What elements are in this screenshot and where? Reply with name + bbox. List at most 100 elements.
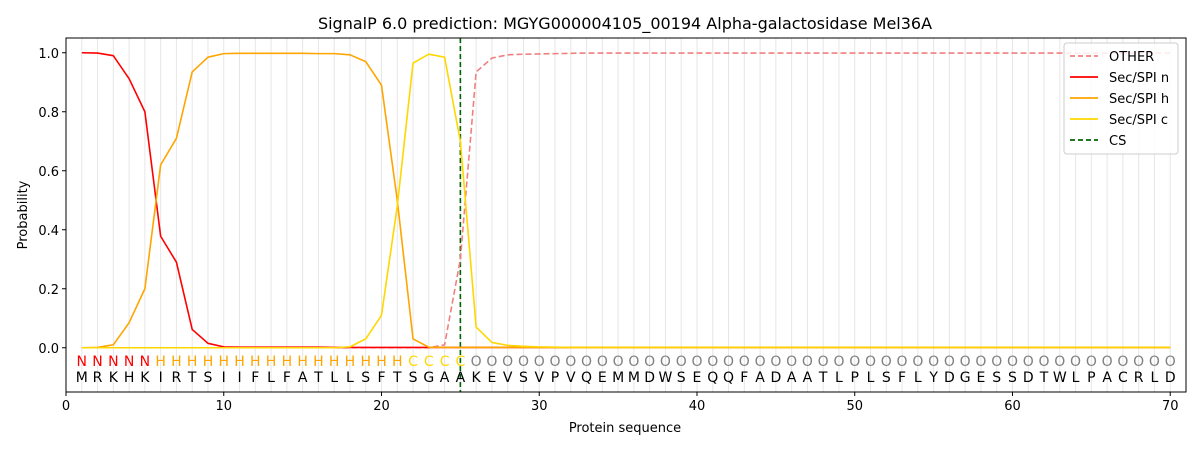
y-tick-label: 0.6	[38, 165, 59, 180]
residue-label: D	[1165, 370, 1176, 386]
region-label: O	[739, 354, 750, 370]
residue-label: R	[93, 370, 103, 386]
region-label: H	[392, 354, 403, 370]
residue-label: F	[251, 370, 259, 386]
region-label: C	[455, 354, 465, 370]
legend-box	[1063, 42, 1179, 155]
residue-label: M	[76, 370, 88, 386]
residue-label: M	[612, 370, 624, 386]
residue-label: W	[659, 370, 673, 386]
region-label: O	[1117, 354, 1128, 370]
x-tick-label: 20	[373, 399, 390, 414]
region-label: O	[975, 354, 986, 370]
residue-label: S	[519, 370, 528, 386]
region-label: O	[881, 354, 892, 370]
region-label: O	[691, 354, 702, 370]
region-label: O	[897, 354, 908, 370]
residue-label: V	[566, 370, 576, 386]
residue-label: F	[898, 370, 906, 386]
region-label: O	[960, 354, 971, 370]
region-label: O	[486, 354, 497, 370]
region-label: O	[944, 354, 955, 370]
region-label: N	[108, 354, 118, 370]
residue-label: S	[1008, 370, 1017, 386]
residue-label: K	[472, 370, 482, 386]
legend-label: Sec/SPI c	[1109, 113, 1168, 128]
y-tick-label: 0.2	[38, 283, 59, 298]
region-label: H	[360, 354, 371, 370]
residue-label: F	[377, 370, 385, 386]
residue-label: A	[755, 370, 765, 386]
residue-label: D	[944, 370, 955, 386]
region-label: O	[581, 354, 592, 370]
residue-label: E	[976, 370, 985, 386]
residue-label: E	[487, 370, 496, 386]
residue-label: D	[1023, 370, 1034, 386]
residue-label: S	[882, 370, 891, 386]
residue-label: E	[598, 370, 607, 386]
residue-label: P	[551, 370, 559, 386]
region-label: O	[565, 354, 576, 370]
residue-label: P	[1087, 370, 1095, 386]
region-label: O	[549, 354, 560, 370]
region-label: H	[282, 354, 293, 370]
region-label: O	[676, 354, 687, 370]
residue-label: M	[628, 370, 640, 386]
region-label: O	[660, 354, 671, 370]
residue-label: G	[960, 370, 971, 386]
residue-label: A	[803, 370, 813, 386]
residue-label: H	[124, 370, 135, 386]
residue-label: Q	[581, 370, 592, 386]
residue-label: V	[503, 370, 513, 386]
region-label: C	[424, 354, 434, 370]
legend-label: OTHER	[1109, 50, 1154, 65]
x-tick-label: 70	[1162, 399, 1179, 414]
region-label: O	[1070, 354, 1081, 370]
region-label: O	[1165, 354, 1176, 370]
residue-label: S	[409, 370, 418, 386]
residue-label: S	[204, 370, 213, 386]
region-label: C	[408, 354, 418, 370]
residue-label: R	[172, 370, 182, 386]
residue-label: Q	[707, 370, 718, 386]
region-label: O	[534, 354, 545, 370]
residue-label: Q	[723, 370, 734, 386]
residue-label: T	[1039, 370, 1049, 386]
region-label: O	[849, 354, 860, 370]
plot-frame	[65, 37, 1187, 393]
y-tick-label: 1.0	[38, 47, 59, 62]
residue-label: L	[835, 370, 843, 386]
residue-label: D	[770, 370, 781, 386]
region-label: O	[518, 354, 529, 370]
region-label: H	[266, 354, 277, 370]
region-label: O	[1086, 354, 1097, 370]
residue-label: K	[109, 370, 119, 386]
residue-label: E	[693, 370, 702, 386]
residue-label: L	[267, 370, 275, 386]
region-label: H	[234, 354, 245, 370]
residue-label: G	[423, 370, 434, 386]
x-tick-label: 0	[62, 399, 70, 414]
legend-label: CS	[1109, 134, 1126, 149]
residue-label: C	[1118, 370, 1128, 386]
y-tick-label: 0.8	[38, 106, 59, 121]
residue-label: R	[1134, 370, 1144, 386]
residue-label: S	[361, 370, 370, 386]
region-label: H	[203, 354, 214, 370]
grid-lines	[81, 38, 1171, 392]
region-label: H	[171, 354, 182, 370]
residue-label: I	[222, 370, 226, 386]
residue-label: L	[1151, 370, 1159, 386]
legend-label: Sec/SPI n	[1109, 71, 1169, 86]
residue-label: A	[787, 370, 797, 386]
residue-label: A	[456, 370, 466, 386]
region-label: C	[440, 354, 450, 370]
region-label: O	[770, 354, 781, 370]
residue-label: T	[392, 370, 402, 386]
region-label: H	[250, 354, 261, 370]
y-ticks: 0.0 0.2 0.4 0.6 0.8 1.0	[38, 47, 66, 357]
region-label: N	[77, 354, 87, 370]
series-lines	[81, 51, 1171, 349]
region-label: O	[707, 354, 718, 370]
